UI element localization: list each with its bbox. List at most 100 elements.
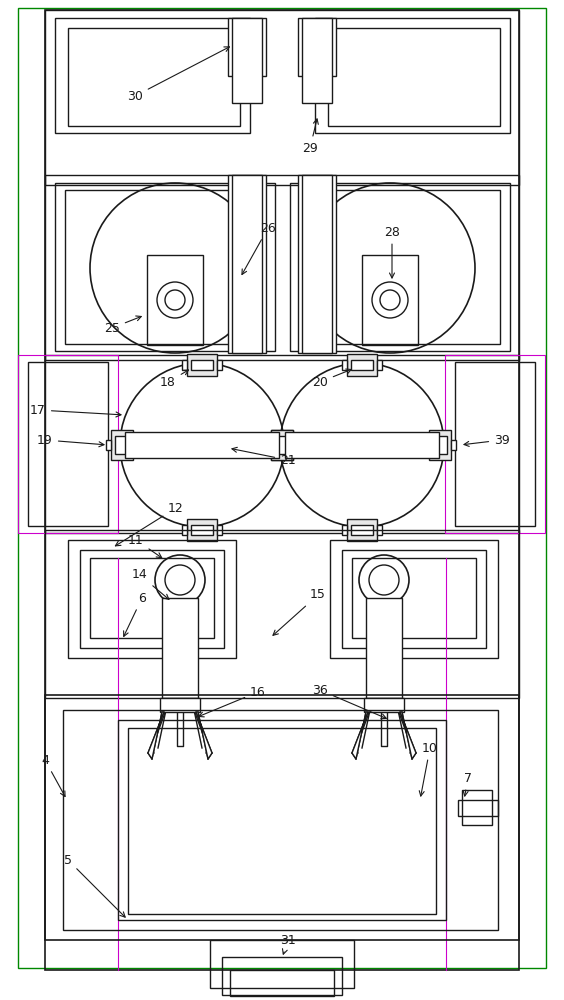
Polygon shape (400, 712, 416, 759)
Bar (191, 525, 213, 535)
Bar (328, 28, 500, 126)
Bar (362, 255, 418, 345)
Bar (458, 800, 498, 816)
Bar (462, 790, 492, 825)
Bar (342, 360, 347, 370)
Bar (222, 957, 342, 995)
Bar (63, 710, 498, 930)
Bar (45, 10, 519, 970)
Bar (351, 360, 373, 370)
Bar (377, 525, 382, 535)
Bar (55, 183, 275, 351)
Bar (298, 175, 336, 353)
Bar (128, 728, 436, 914)
Bar (275, 436, 289, 454)
Bar (228, 18, 266, 76)
Text: 28: 28 (384, 226, 400, 278)
Bar (455, 362, 535, 526)
Bar (210, 940, 354, 988)
Text: 12: 12 (116, 502, 184, 546)
Text: 25: 25 (104, 316, 141, 334)
Bar (217, 360, 222, 370)
Bar (266, 440, 271, 450)
Bar (115, 436, 129, 454)
Bar (351, 525, 373, 535)
Bar (160, 698, 200, 712)
Text: 39: 39 (464, 434, 510, 446)
Bar (271, 430, 293, 460)
Bar (298, 18, 336, 76)
Bar (366, 698, 402, 710)
Bar (302, 175, 332, 353)
Text: 7: 7 (463, 772, 472, 796)
Text: 4: 4 (41, 754, 65, 796)
Bar (300, 190, 500, 344)
Bar (65, 190, 265, 344)
Bar (45, 530, 519, 698)
Bar (330, 540, 498, 658)
Bar (232, 175, 262, 353)
Bar (162, 698, 198, 710)
Bar (342, 525, 347, 535)
Text: 26: 26 (242, 222, 276, 274)
Bar (45, 355, 519, 533)
Bar (290, 183, 510, 351)
Bar (45, 175, 519, 360)
Bar (271, 430, 293, 460)
Bar (232, 18, 262, 103)
Text: 11: 11 (128, 534, 162, 558)
Bar (429, 430, 451, 460)
Bar (342, 550, 486, 648)
Bar (125, 432, 279, 458)
Bar (45, 695, 519, 940)
Bar (182, 525, 187, 535)
Bar (55, 18, 250, 133)
Bar (147, 255, 203, 345)
Bar (266, 440, 271, 450)
Bar (118, 720, 446, 920)
Bar (68, 28, 240, 126)
Text: 14: 14 (132, 568, 169, 599)
Bar (187, 519, 217, 541)
Text: 10: 10 (419, 742, 438, 796)
Bar (302, 18, 332, 103)
Bar (424, 440, 429, 450)
Bar (45, 10, 519, 185)
Text: 15: 15 (273, 588, 326, 635)
Text: 21: 21 (232, 447, 296, 466)
Text: 5: 5 (64, 854, 125, 917)
Bar (445, 355, 545, 533)
Bar (133, 440, 138, 450)
Bar (187, 354, 217, 376)
Polygon shape (352, 712, 368, 759)
Text: 19: 19 (37, 434, 104, 447)
Bar (352, 558, 476, 638)
Text: 20: 20 (312, 369, 351, 388)
Bar (315, 18, 510, 133)
Polygon shape (148, 712, 164, 759)
Bar (347, 354, 377, 376)
Bar (293, 440, 298, 450)
Bar (228, 175, 266, 353)
Bar (364, 698, 404, 712)
Text: 36: 36 (312, 684, 386, 719)
Bar (182, 360, 187, 370)
Bar (80, 550, 224, 648)
Bar (68, 540, 236, 658)
Bar (366, 598, 402, 698)
Bar (217, 525, 222, 535)
Bar (90, 558, 214, 638)
Bar (377, 360, 382, 370)
Bar (191, 360, 213, 370)
Text: 6: 6 (124, 591, 146, 636)
Text: 31: 31 (280, 934, 296, 954)
Polygon shape (152, 714, 164, 748)
Bar (275, 436, 289, 454)
Bar (18, 355, 118, 533)
Polygon shape (196, 712, 212, 759)
Text: 29: 29 (302, 119, 318, 154)
Bar (111, 430, 133, 460)
Text: 18: 18 (160, 370, 188, 388)
Text: 30: 30 (127, 47, 230, 103)
Text: 16: 16 (199, 686, 266, 717)
